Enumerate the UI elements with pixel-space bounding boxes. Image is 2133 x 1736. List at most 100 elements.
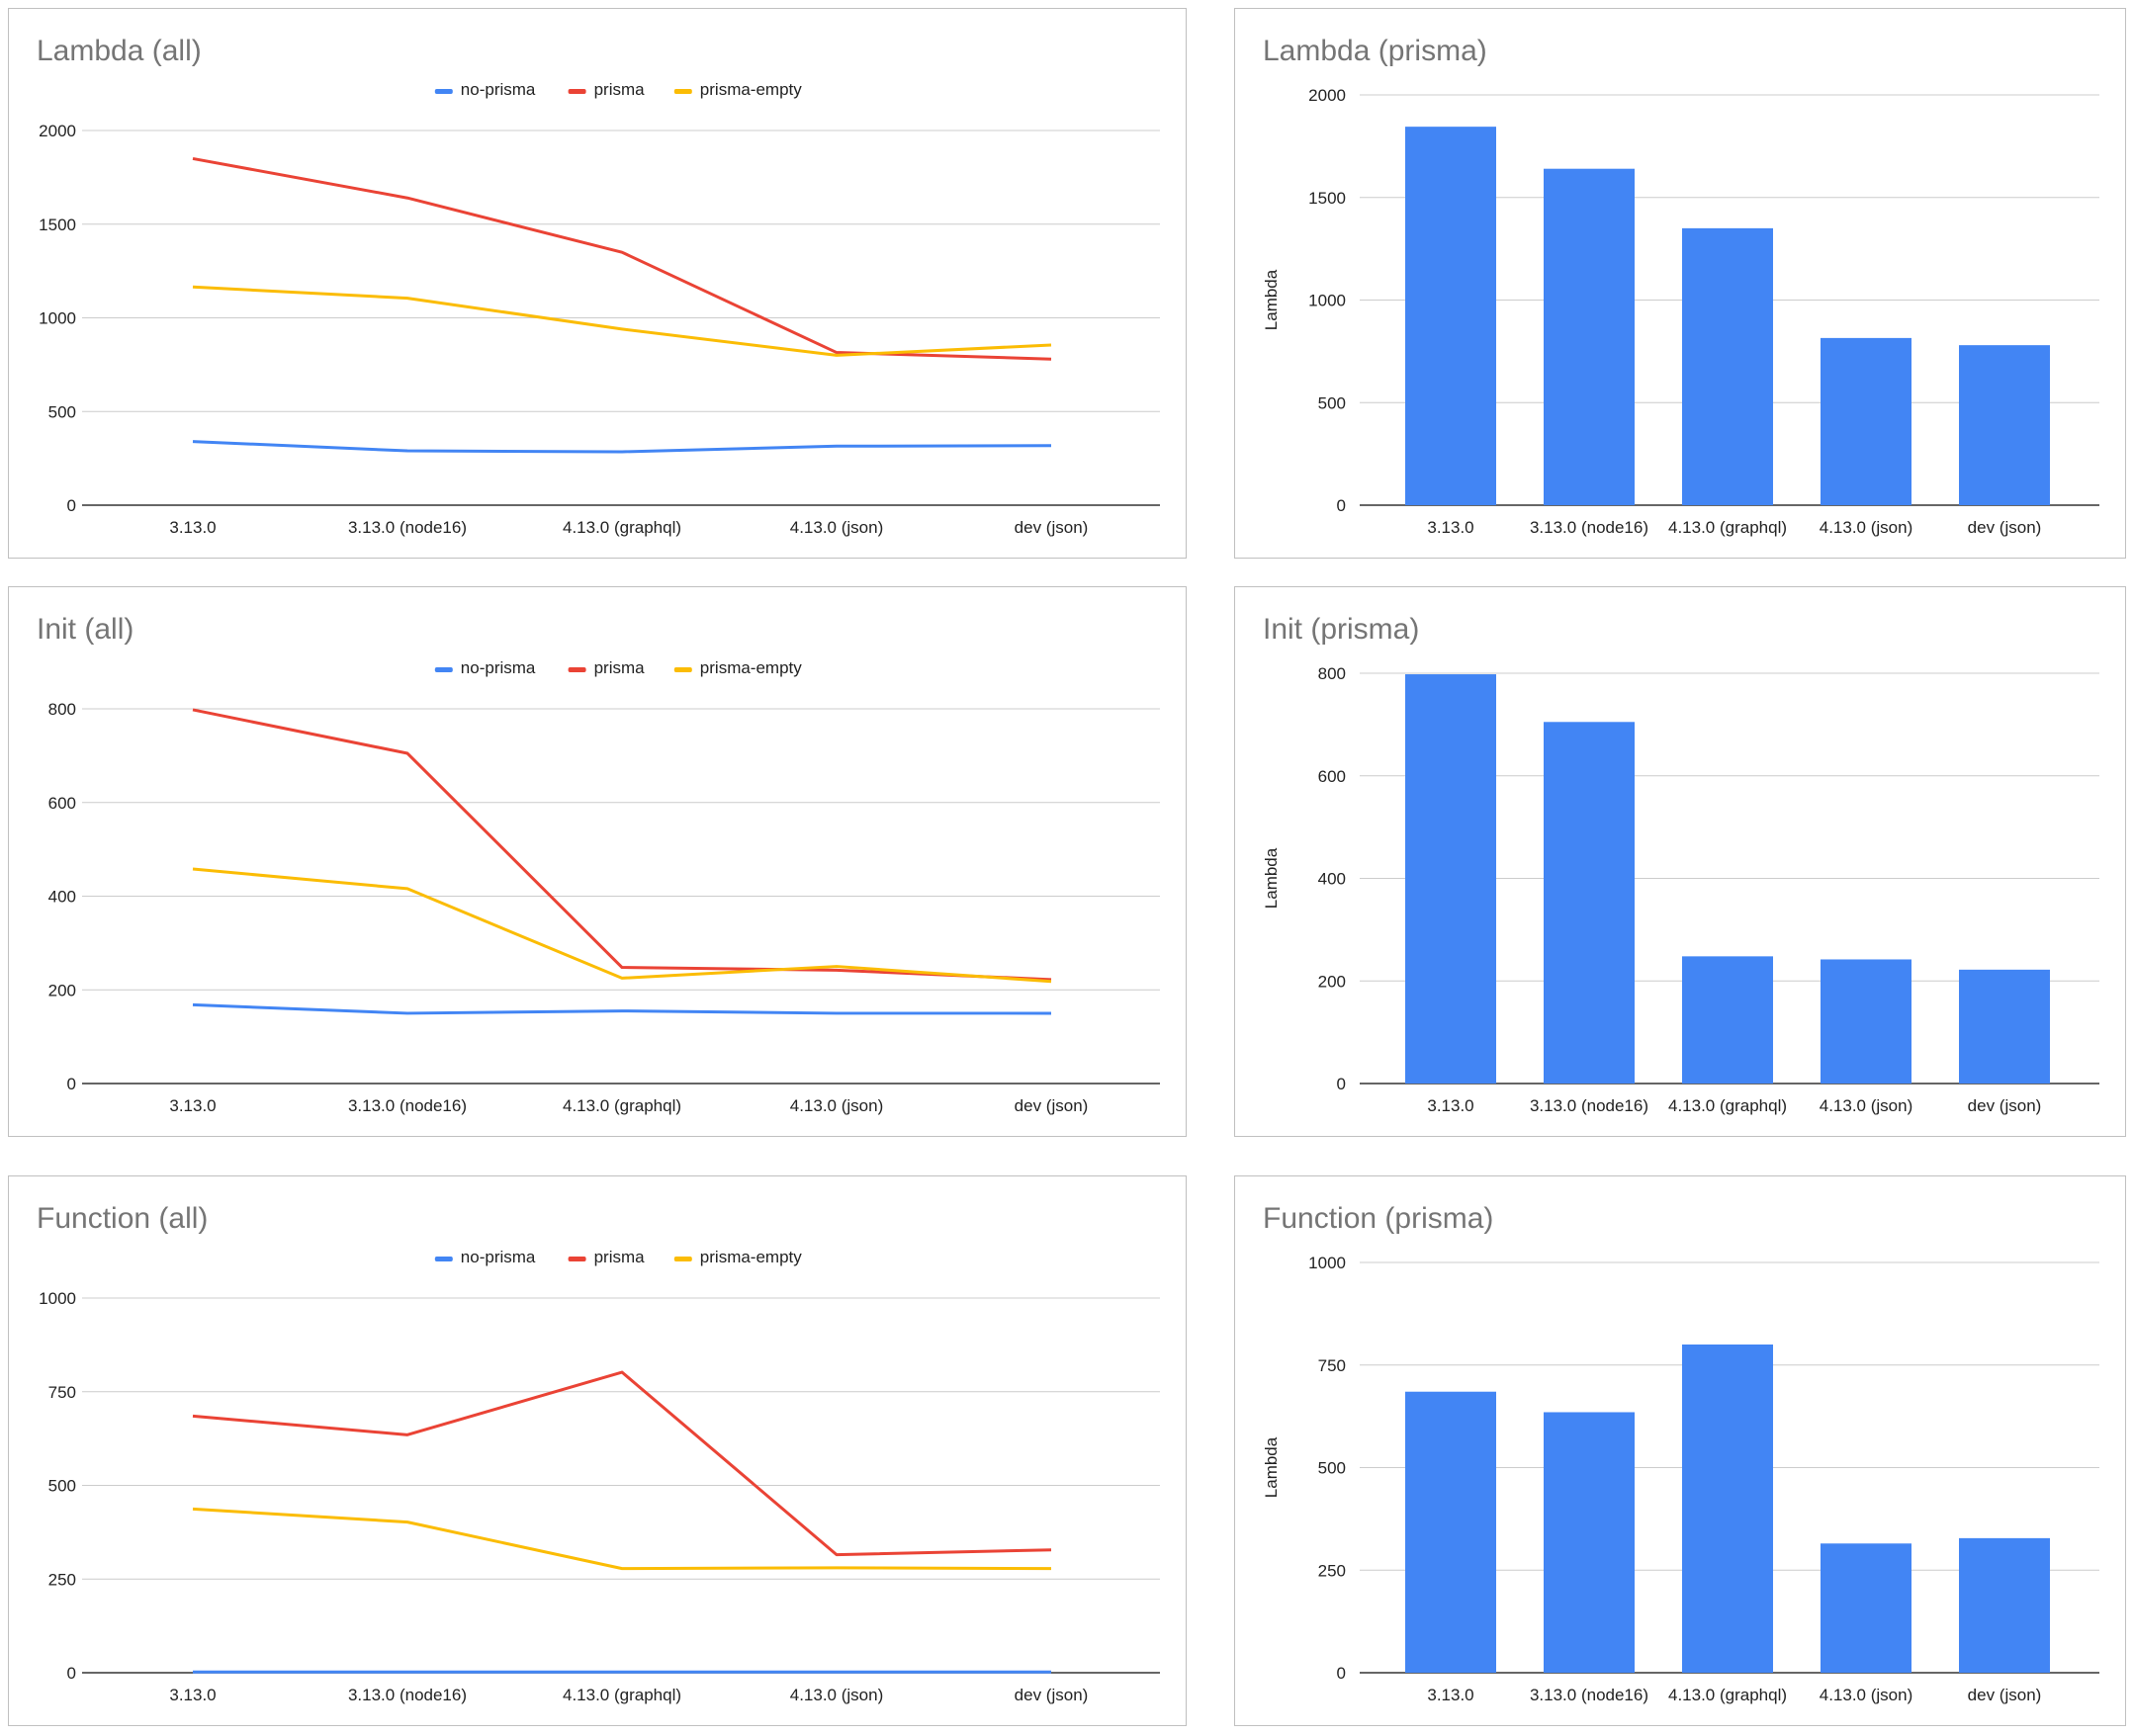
legend-label-no-prisma: no-prisma bbox=[461, 80, 536, 99]
x-tick-label: 4.13.0 (json) bbox=[790, 1686, 884, 1704]
legend-swatch-no-prisma bbox=[434, 667, 453, 672]
chart-title: Function (prisma) bbox=[1263, 1202, 1493, 1235]
chart-panel-lambda-prisma: Lambda (prisma) 0 500 1000 1500 2000 3.13.0 3.1… bbox=[1234, 8, 2126, 559]
bar-4-13-0-graphql- bbox=[1682, 1345, 1773, 1673]
x-tick-label: 3.13.0 bbox=[169, 518, 216, 537]
x-tick-label: 4.13.0 (json) bbox=[1820, 518, 1913, 537]
legend-label-no-prisma: no-prisma bbox=[461, 1248, 536, 1266]
bar-3-13-0 bbox=[1405, 127, 1496, 505]
x-tick-label: dev (json) bbox=[1968, 1096, 2042, 1115]
legend-label-no-prisma: no-prisma bbox=[461, 658, 536, 677]
y-tick-label: 800 bbox=[1318, 664, 1346, 683]
chart-function-prisma: Function (prisma) 0 250 500 750 1000 3.13.0 3.1… bbox=[1262, 1202, 2099, 1704]
x-tick-label: 4.13.0 (graphql) bbox=[563, 1686, 681, 1704]
x-tick-label: 3.13.0 (node16) bbox=[348, 1096, 467, 1115]
y-tick-label: 200 bbox=[1318, 972, 1346, 991]
y-tick-label: 2000 bbox=[39, 122, 76, 140]
y-axis-title: Lambda bbox=[1262, 1436, 1281, 1498]
bar-4-13-0-json- bbox=[1821, 959, 1911, 1084]
series-line-prisma-empty bbox=[192, 285, 1052, 357]
legend-label-prisma: prisma bbox=[594, 1248, 646, 1266]
y-tick-label: 1000 bbox=[1308, 1254, 1346, 1272]
y-tick-label: 2000 bbox=[1308, 86, 1346, 105]
x-tick-label: 3.13.0 bbox=[1427, 518, 1473, 537]
x-tick-label: 3.13.0 bbox=[169, 1096, 216, 1115]
y-tick-label: 400 bbox=[48, 888, 76, 907]
y-tick-label: 1000 bbox=[39, 1289, 76, 1308]
bar-3-13-0-node16- bbox=[1544, 1412, 1635, 1673]
bar-3-13-0-node16- bbox=[1544, 168, 1635, 505]
x-tick-label: dev (json) bbox=[1015, 1686, 1089, 1704]
legend-label-prisma-empty: prisma-empty bbox=[700, 658, 802, 677]
x-tick-label: 4.13.0 (graphql) bbox=[563, 518, 681, 537]
legend-swatch-no-prisma bbox=[434, 1257, 453, 1261]
bar-dev-json- bbox=[1959, 969, 2050, 1084]
series-line-no-prisma bbox=[192, 1002, 1051, 1015]
x-tick-label: 4.13.0 (graphql) bbox=[1668, 1096, 1787, 1115]
x-tick-label: 3.13.0 (node16) bbox=[1530, 1686, 1648, 1704]
chart-panel-init-all: Init (all) 0 200 400 600 800 3.13.0 3.13.0 (nod… bbox=[8, 586, 1187, 1137]
legend-swatch-prisma bbox=[568, 667, 586, 672]
chart-lambda-prisma: Lambda (prisma) 0 500 1000 1500 2000 3.13.0 3.1… bbox=[1262, 35, 2099, 537]
y-tick-label: 400 bbox=[1318, 870, 1346, 889]
bar-3-13-0 bbox=[1405, 674, 1496, 1084]
x-tick-label: 4.13.0 (json) bbox=[1820, 1096, 1913, 1115]
y-tick-label: 500 bbox=[48, 1477, 76, 1496]
chart-lambda-all: Lambda (all) 0 500 1000 1500 2000 3.13.0 3.13.0… bbox=[37, 35, 1160, 537]
x-tick-label: dev (json) bbox=[1015, 518, 1089, 537]
legend-swatch-prisma bbox=[568, 1257, 586, 1261]
chart-panel-lambda-all: Lambda (all) 0 500 1000 1500 2000 3.13.0 3.13.0… bbox=[8, 8, 1187, 559]
legend-label-prisma-empty: prisma-empty bbox=[700, 80, 802, 99]
y-tick-label: 500 bbox=[1318, 1459, 1346, 1478]
series-line-prisma-empty bbox=[192, 867, 1052, 984]
bar-dev-json- bbox=[1959, 345, 2050, 505]
legend-label-prisma: prisma bbox=[594, 658, 646, 677]
x-tick-label: 4.13.0 (json) bbox=[790, 1096, 884, 1115]
x-tick-label: 3.13.0 bbox=[169, 1686, 216, 1704]
y-tick-label: 1000 bbox=[39, 309, 76, 328]
y-tick-label: 0 bbox=[67, 1075, 76, 1093]
y-axis-title: Lambda bbox=[1262, 269, 1281, 330]
bar-3-13-0-node16- bbox=[1544, 722, 1635, 1084]
y-tick-label: 0 bbox=[1337, 496, 1346, 515]
chart-panel-function-prisma: Function (prisma) 0 250 500 750 1000 3.13.0 3.1… bbox=[1234, 1175, 2126, 1726]
legend-swatch-prisma-empty bbox=[673, 667, 692, 672]
chart-function-all: Function (all) 0 250 500 750 1000 3.13.0 3.13.0… bbox=[37, 1202, 1160, 1704]
x-tick-label: 4.13.0 (graphql) bbox=[1668, 1686, 1787, 1704]
x-tick-label: 3.13.0 (node16) bbox=[348, 518, 467, 537]
y-axis-title: Lambda bbox=[1262, 847, 1281, 909]
series-line-prisma-empty bbox=[192, 1507, 1052, 1571]
chart-title: Lambda (prisma) bbox=[1263, 35, 1487, 67]
y-tick-label: 250 bbox=[1318, 1561, 1346, 1580]
x-tick-label: 3.13.0 bbox=[1427, 1686, 1473, 1704]
chart-title: Function (all) bbox=[37, 1202, 208, 1235]
x-tick-label: dev (json) bbox=[1968, 518, 2042, 537]
y-tick-label: 500 bbox=[1318, 393, 1346, 412]
y-tick-label: 750 bbox=[1318, 1356, 1346, 1375]
y-tick-label: 0 bbox=[1337, 1075, 1346, 1093]
x-tick-label: 3.13.0 (node16) bbox=[1530, 518, 1648, 537]
x-tick-label: 4.13.0 (json) bbox=[1820, 1686, 1913, 1704]
chart-init-all: Init (all) 0 200 400 600 800 3.13.0 3.13.0 (nod… bbox=[37, 613, 1160, 1115]
x-tick-label: 3.13.0 bbox=[1427, 1096, 1473, 1115]
bar-4-13-0-graphql- bbox=[1682, 227, 1773, 505]
x-tick-label: 4.13.0 (graphql) bbox=[1668, 518, 1787, 537]
y-tick-label: 600 bbox=[1318, 767, 1346, 786]
y-tick-label: 200 bbox=[48, 981, 76, 999]
y-tick-label: 1500 bbox=[39, 216, 76, 234]
y-tick-label: 500 bbox=[48, 402, 76, 421]
y-tick-label: 600 bbox=[48, 794, 76, 813]
chart-panel-function-all: Function (all) 0 250 500 750 1000 3.13.0 3.13.0… bbox=[8, 1175, 1187, 1726]
bar-4-13-0-graphql- bbox=[1682, 956, 1773, 1084]
legend-swatch-prisma bbox=[568, 89, 586, 94]
legend-label-prisma: prisma bbox=[594, 80, 646, 99]
chart-init-prisma: Init (prisma) 0 200 400 600 800 3.13.0 3.13.0 (… bbox=[1262, 613, 2099, 1115]
bar-4-13-0-json- bbox=[1821, 337, 1911, 505]
legend-swatch-no-prisma bbox=[434, 89, 453, 94]
y-tick-label: 1000 bbox=[1308, 292, 1346, 310]
chart-title: Init (all) bbox=[37, 613, 133, 646]
chart-panel-init-prisma: Init (prisma) 0 200 400 600 800 3.13.0 3.13.0 (… bbox=[1234, 586, 2126, 1137]
series-line-no-prisma bbox=[192, 440, 1052, 454]
y-tick-label: 750 bbox=[48, 1383, 76, 1402]
legend-label-prisma-empty: prisma-empty bbox=[700, 1248, 802, 1266]
